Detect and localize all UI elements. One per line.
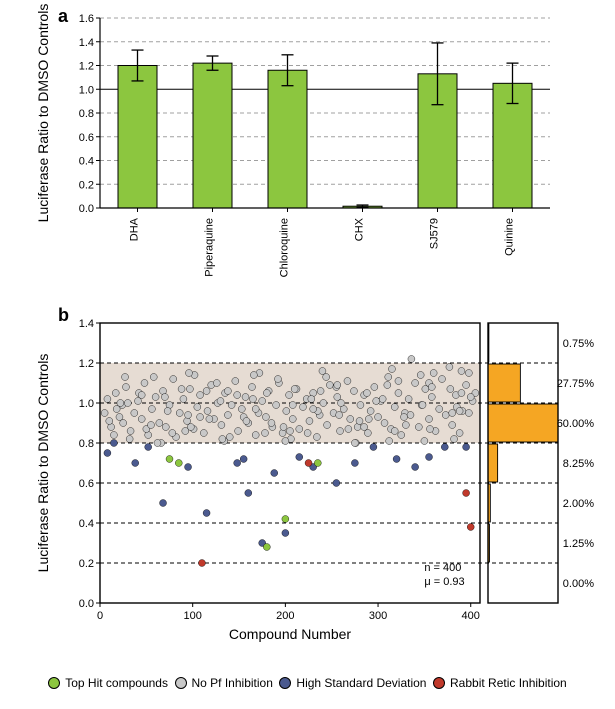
svg-text:1.0: 1.0 xyxy=(79,398,94,410)
svg-text:0.8: 0.8 xyxy=(79,438,94,450)
svg-text:Piperaquine: Piperaquine xyxy=(204,218,216,277)
svg-text:1.6: 1.6 xyxy=(79,13,94,25)
svg-text:0.0: 0.0 xyxy=(79,203,94,215)
svg-text:0.75%: 0.75% xyxy=(563,338,594,350)
svg-text:Luciferase Ratio to DMSO Contr: Luciferase Ratio to DMSO Controls xyxy=(35,354,51,573)
svg-text:100: 100 xyxy=(184,610,202,622)
panel-b-svg: 0.0 0.2 0.4 0.6 0.8 1.0 1.2 1.4 0 100 200 300 400 μ =… xyxy=(0,305,615,665)
svg-text:DHA: DHA xyxy=(129,217,141,241)
svg-text:0.2: 0.2 xyxy=(79,179,94,191)
legend-dot xyxy=(433,677,445,689)
legend-dot xyxy=(279,677,291,689)
legend-label: High Standard Deviation xyxy=(296,676,426,690)
svg-text:0.6: 0.6 xyxy=(79,132,94,144)
svg-text:8.25%: 8.25% xyxy=(563,458,594,470)
svg-text:1.2: 1.2 xyxy=(79,358,94,370)
svg-text:CHX: CHX xyxy=(354,217,366,241)
svg-text:0.0: 0.0 xyxy=(79,598,94,610)
legend-label: Rabbit Retic Inhibition xyxy=(450,676,567,690)
legend-item: High Standard Deviation xyxy=(279,676,426,690)
legend-dot xyxy=(175,677,187,689)
svg-text:27.75%: 27.75% xyxy=(557,378,595,390)
legend-item: No Pf Inhibition xyxy=(175,676,273,690)
svg-text:60.00%: 60.00% xyxy=(557,418,595,430)
panel-b-label: b xyxy=(58,305,69,326)
svg-text:1.2: 1.2 xyxy=(79,61,94,73)
legend-item: Top Hit compounds xyxy=(48,676,168,690)
panel-a-label: a xyxy=(58,6,68,27)
svg-text:Chloroquine: Chloroquine xyxy=(279,218,291,277)
svg-text:Quinine: Quinine xyxy=(504,218,516,256)
panel-b: b 0.0 0.2 0.4 0.6 0.8 1.0 1.2 1.4 0 100 200 300 400 μ… xyxy=(0,305,615,670)
panel-a-svg: 0.0 0.2 0.4 0.6 0.8 1.0 1.2 1.4 1.6 Luciferase Ra… xyxy=(0,0,615,300)
svg-text:1.4: 1.4 xyxy=(79,37,94,49)
legend-label: Top Hit compounds xyxy=(65,676,168,690)
svg-text:Compound Number: Compound Number xyxy=(229,626,352,642)
svg-text:0.8: 0.8 xyxy=(79,108,94,120)
svg-text:0.6: 0.6 xyxy=(79,478,94,490)
svg-text:SJ579: SJ579 xyxy=(429,218,441,249)
svg-text:Luciferase Ratio to DMSO Contr: Luciferase Ratio to DMSO Controls xyxy=(35,4,51,223)
svg-text:0: 0 xyxy=(97,610,103,622)
svg-text:300: 300 xyxy=(369,610,387,622)
svg-text:0.2: 0.2 xyxy=(79,558,94,570)
legend-row: Top Hit compounds No Pf Inhibition High St… xyxy=(0,670,615,702)
svg-text:0.4: 0.4 xyxy=(79,156,94,168)
legend-dot xyxy=(48,677,60,689)
svg-text:μ = 0.93: μ = 0.93 xyxy=(424,576,464,588)
svg-text:0.00%: 0.00% xyxy=(563,578,594,590)
svg-text:400: 400 xyxy=(462,610,480,622)
svg-text:1.4: 1.4 xyxy=(79,318,94,330)
svg-text:1.0: 1.0 xyxy=(79,84,94,96)
svg-text:200: 200 xyxy=(276,610,294,622)
svg-text:1.25%: 1.25% xyxy=(563,538,594,550)
svg-text:2.00%: 2.00% xyxy=(563,498,594,510)
legend-label: No Pf Inhibition xyxy=(192,676,273,690)
svg-text:n = 400: n = 400 xyxy=(424,562,461,574)
legend-item: Rabbit Retic Inhibition xyxy=(433,676,567,690)
svg-text:0.4: 0.4 xyxy=(79,518,94,530)
panel-a: a 0.0 0.2 0.4 0.6 0.8 1.0 1.2 1.4 1.6 Luciferase … xyxy=(0,0,615,305)
